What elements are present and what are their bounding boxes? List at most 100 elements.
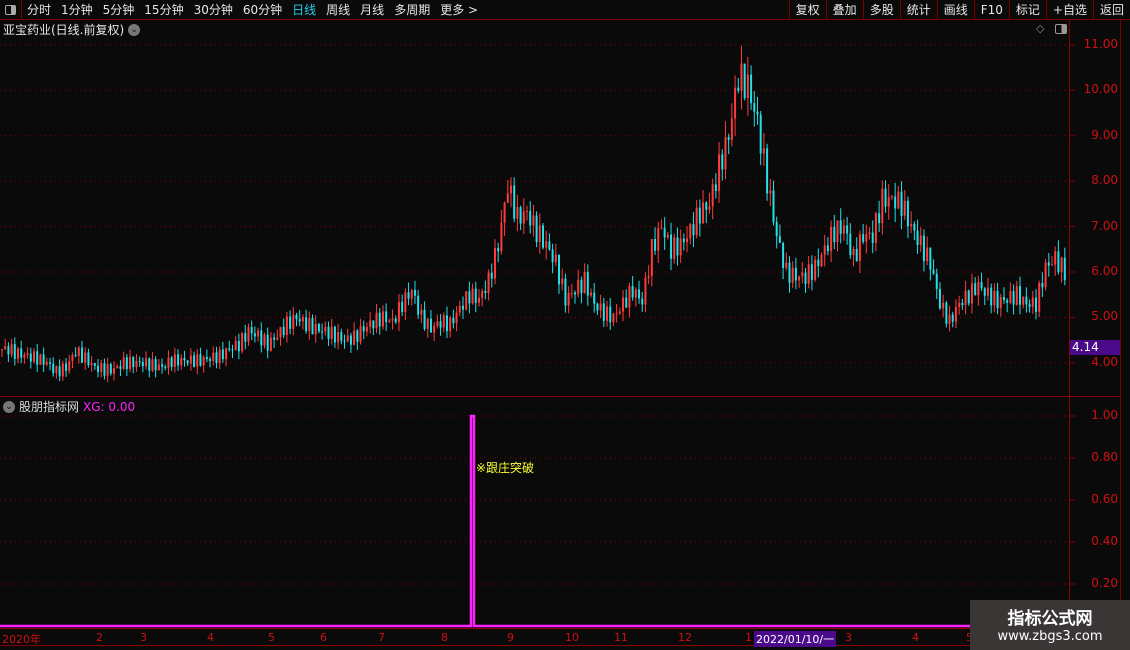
candle-body — [954, 307, 957, 322]
candle-body — [116, 366, 119, 369]
action-button-4[interactable]: 画线 — [936, 0, 974, 20]
time-axis-label: 6 — [320, 631, 327, 644]
candle-body — [196, 354, 199, 367]
candle-body — [317, 323, 320, 332]
candle-body — [1022, 296, 1025, 305]
time-axis-label: 2 — [96, 631, 103, 644]
candle-body — [1015, 286, 1018, 305]
candle-body — [881, 188, 884, 224]
candle-body — [340, 332, 343, 341]
candle-body — [305, 317, 308, 332]
panel-icon — [5, 5, 16, 15]
tab-period-2[interactable]: 5分钟 — [102, 3, 135, 17]
candle-body — [836, 220, 839, 242]
candle-body — [497, 247, 500, 252]
tab-period-4[interactable]: 30分钟 — [193, 3, 233, 17]
action-button-2[interactable]: 多股 — [862, 0, 900, 20]
action-button-5[interactable]: F10 — [973, 0, 1009, 20]
indicator-axis-label: 0.20 — [1091, 576, 1118, 590]
candle-body — [17, 348, 20, 359]
indicator-axis-label: 0.40 — [1091, 534, 1118, 548]
candle-body — [983, 288, 986, 296]
panel-icon[interactable] — [1055, 24, 1067, 34]
candle-body — [167, 357, 170, 369]
candle-body — [724, 137, 727, 170]
candle-body — [237, 341, 240, 352]
candle-body — [481, 290, 484, 298]
candle-body — [919, 235, 922, 246]
candle-body — [958, 303, 961, 308]
candle-body — [686, 238, 689, 243]
candle-body — [695, 207, 698, 236]
candle-body — [679, 238, 682, 256]
tab-period-1[interactable]: 1分钟 — [61, 3, 93, 17]
action-button-3[interactable]: 统计 — [899, 0, 937, 20]
candle-body — [945, 302, 948, 324]
candle-body — [778, 236, 781, 243]
action-button-7[interactable]: +自选 — [1045, 0, 1093, 20]
action-buttons: 复权 叠加 多股 统计 画线 F10 标记 +自选 返回 — [788, 0, 1130, 20]
candle-body — [798, 276, 801, 281]
candle-body — [670, 234, 673, 259]
tab-period-10[interactable]: 更多 > — [440, 3, 479, 17]
candle-body — [4, 346, 7, 350]
candle-body — [356, 330, 359, 342]
candle-body — [567, 293, 570, 306]
action-button-1[interactable]: 叠加 — [825, 0, 863, 20]
candle-body — [135, 360, 138, 368]
action-button-6[interactable]: 标记 — [1008, 0, 1046, 20]
tab-period-7[interactable]: 周线 — [326, 3, 351, 17]
panel-toggle-button[interactable] — [0, 0, 22, 20]
candle-body — [394, 318, 397, 323]
candle-body — [359, 326, 362, 342]
candle-body — [493, 247, 496, 279]
tab-period-8[interactable]: 月线 — [360, 3, 385, 17]
chevron-down-icon[interactable]: ⌄ — [3, 400, 15, 413]
time-axis-label: 12 — [678, 631, 692, 644]
diamond-icon[interactable]: ◇ — [1036, 22, 1045, 35]
candle-body — [61, 363, 64, 377]
action-button-0[interactable]: 复权 — [788, 0, 826, 20]
candle-body — [964, 290, 967, 306]
candle-body — [13, 344, 16, 359]
indicator-name: 股朋指标网 — [19, 400, 80, 414]
candle-body — [516, 207, 519, 219]
tab-period-3[interactable]: 15分钟 — [144, 3, 184, 17]
candle-body — [942, 302, 945, 309]
candle-body — [257, 330, 260, 337]
candle-body — [231, 349, 234, 351]
candle-body — [535, 215, 538, 243]
candle-body — [247, 327, 250, 342]
candle-body — [801, 272, 804, 277]
candle-body — [468, 291, 471, 304]
candle-body — [884, 188, 887, 207]
indicator-axis-label: 0.60 — [1091, 492, 1118, 506]
candle-body — [810, 264, 813, 280]
candle-body — [442, 315, 445, 328]
candle-body — [49, 362, 52, 364]
candle-body — [205, 356, 208, 360]
candle-body — [865, 234, 868, 242]
candle-body — [967, 290, 970, 304]
action-button-8[interactable]: 返回 — [1092, 0, 1130, 20]
candle-body — [766, 148, 769, 194]
candle-body — [218, 349, 221, 364]
tab-period-6[interactable]: 日线 — [292, 3, 317, 17]
tab-period-9[interactable]: 多周期 — [394, 3, 431, 17]
candle-body — [708, 206, 711, 210]
candle-body — [817, 259, 820, 267]
candle-body — [461, 305, 464, 310]
candle-body — [926, 247, 929, 262]
candle-body — [551, 249, 554, 263]
price-axis-label: 10.00 — [1083, 82, 1118, 97]
candle-body — [794, 267, 797, 281]
candle-body — [426, 318, 429, 329]
candle-body — [295, 314, 298, 320]
candle-body — [772, 190, 775, 222]
candle-body — [45, 362, 48, 365]
chevron-down-icon[interactable]: ⌄ — [128, 23, 141, 36]
tab-period-0[interactable]: 分时 — [27, 3, 52, 17]
tab-period-5[interactable]: 60分钟 — [242, 3, 283, 17]
chart-title: 亚宝药业(日线.前复权) — [3, 23, 125, 37]
candle-body — [974, 283, 977, 296]
